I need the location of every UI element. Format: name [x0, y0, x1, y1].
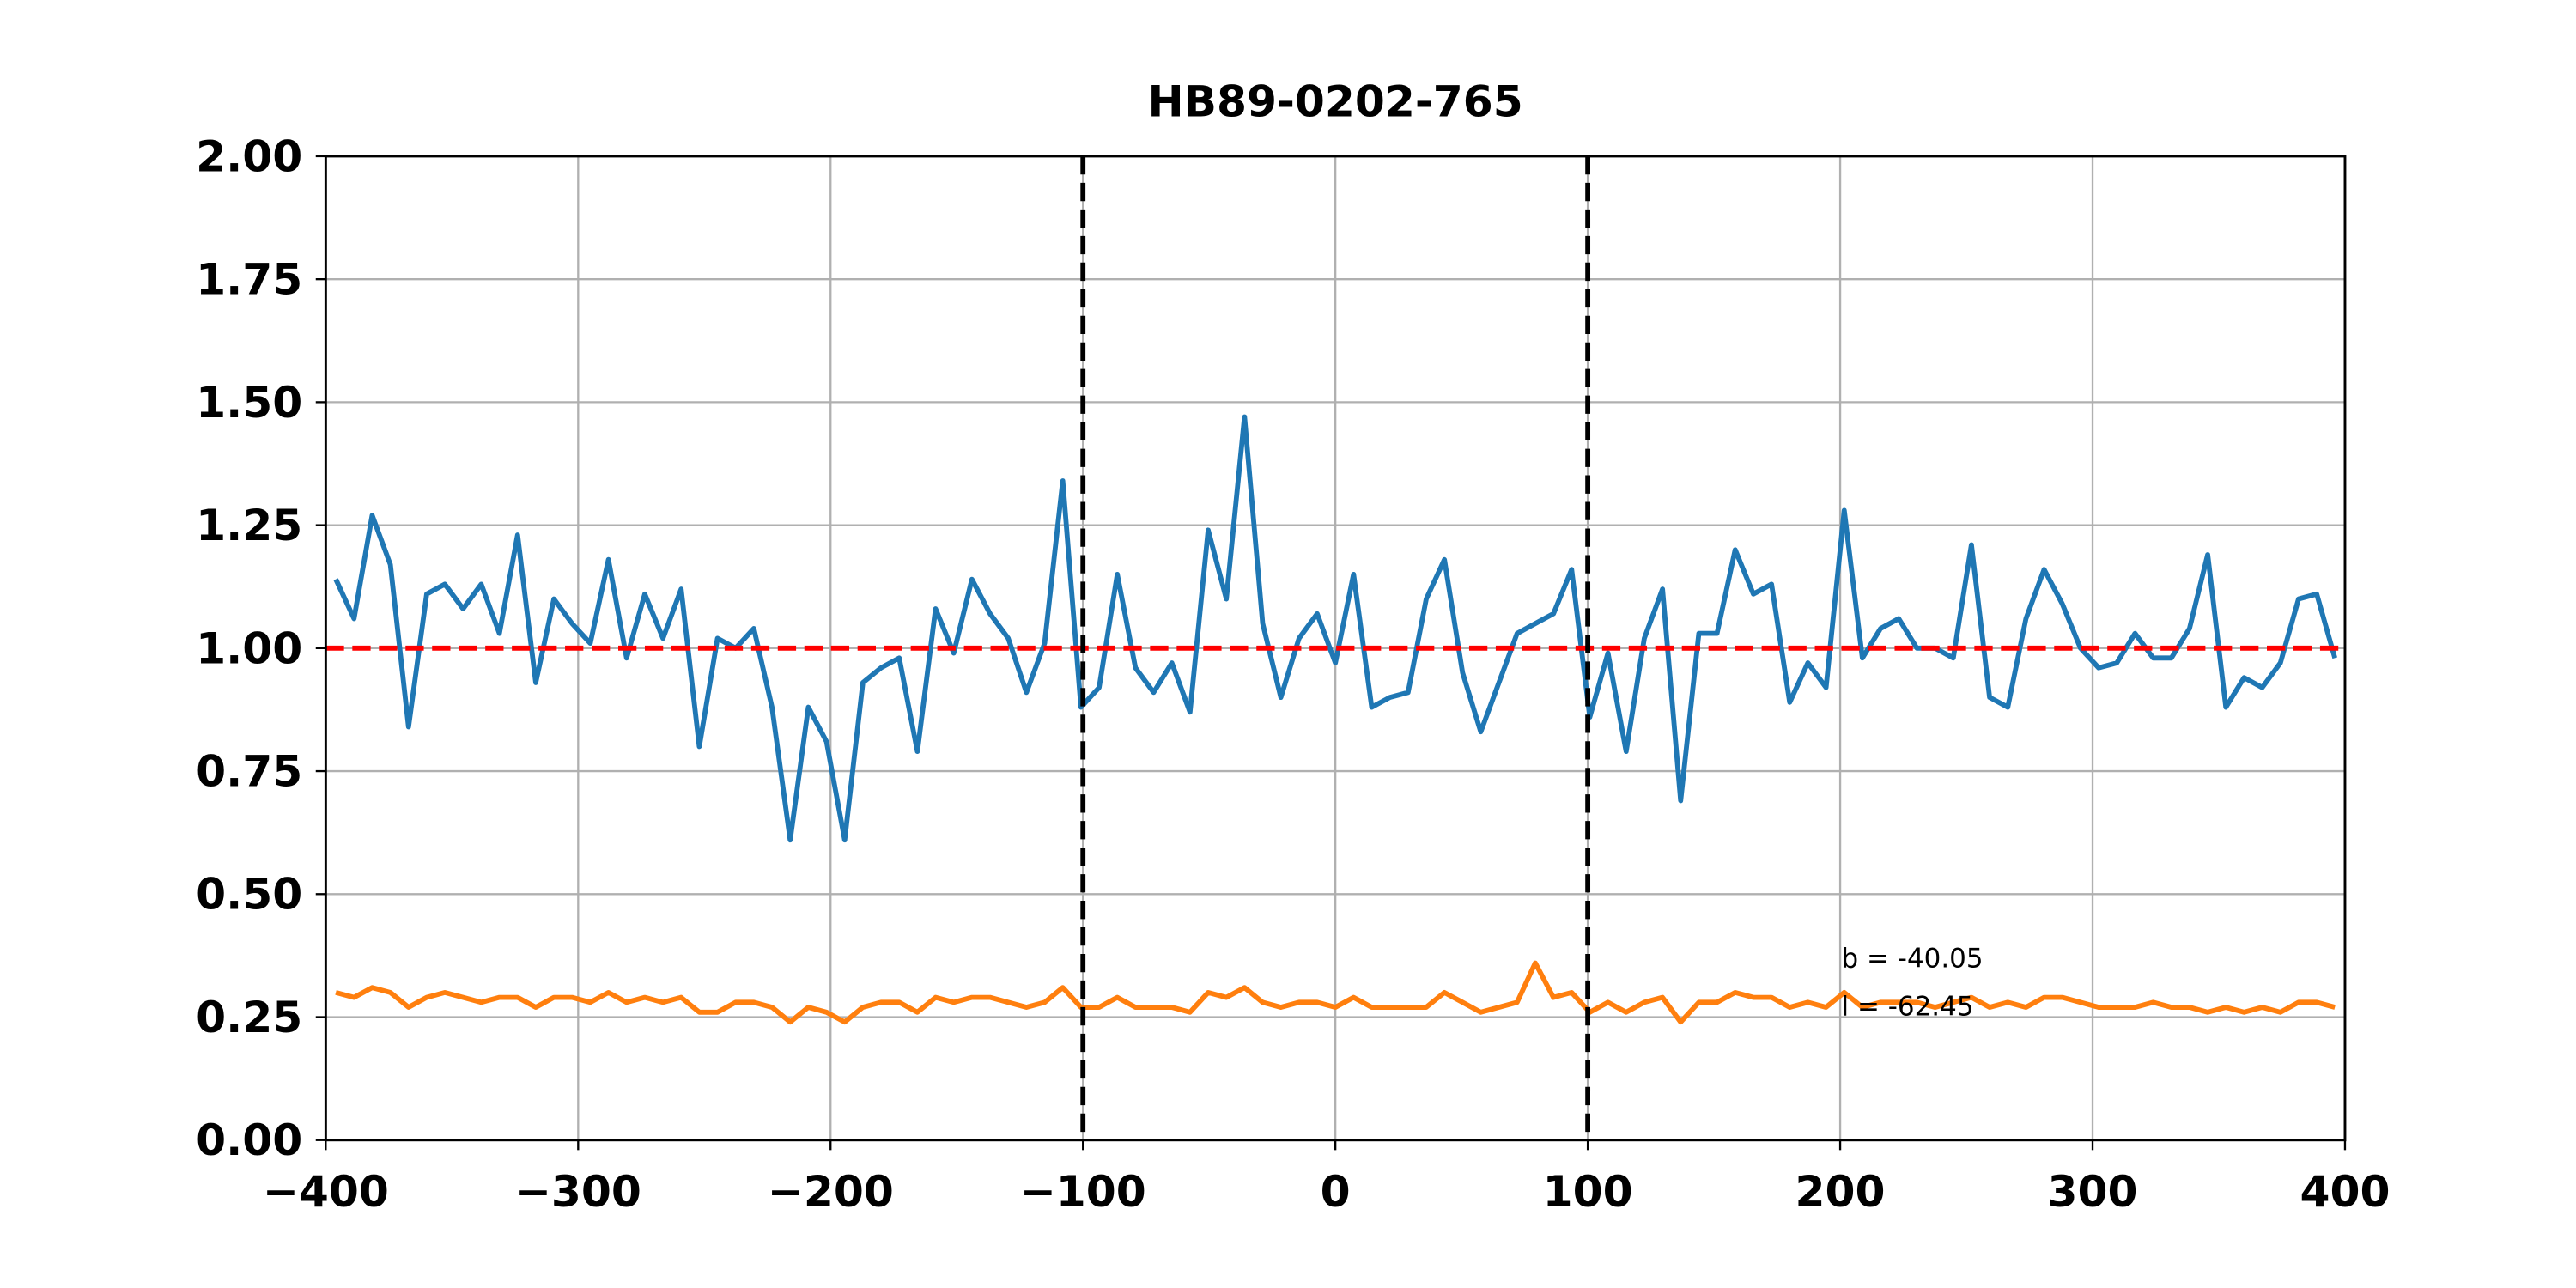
x-tick-label: 100: [1543, 1166, 1633, 1217]
x-tick-label: 400: [2300, 1166, 2390, 1217]
y-tick-label: 2.00: [196, 131, 302, 181]
chart-title: HB89-0202-765: [1148, 76, 1523, 126]
y-tick-label: 0.25: [196, 992, 302, 1042]
y-tick-label: 1.25: [196, 500, 302, 550]
x-tick-label: 0: [1321, 1166, 1351, 1217]
x-tick-label: −100: [1020, 1166, 1146, 1217]
x-tick-label: 300: [2048, 1166, 2138, 1217]
x-tick-label: −400: [263, 1166, 389, 1217]
ticks: 0.00 0.25 0.50 0.75 1.00 1.25 1.50 1.75 2.00 −400…: [196, 131, 2390, 1217]
y-tick-label: 0.75: [196, 745, 302, 796]
x-tick-label: −300: [515, 1166, 641, 1217]
data-line: [333, 414, 2337, 843]
plot-area: [325, 155, 2345, 1140]
y-tick-label: 0.50: [196, 869, 302, 920]
data-line: [335, 960, 2336, 1025]
y-tick-label: 1.50: [196, 377, 302, 428]
x-tick-label: −200: [768, 1166, 894, 1217]
y-tick-label: 1.00: [196, 623, 302, 673]
annotation: b = -40.05: [1842, 943, 1984, 974]
y-tick-label: 0.00: [196, 1115, 302, 1165]
annotation: l = -62.45: [1842, 992, 1974, 1023]
y-tick-label: 1.75: [196, 254, 302, 305]
x-tick-label: 200: [1795, 1166, 1886, 1217]
